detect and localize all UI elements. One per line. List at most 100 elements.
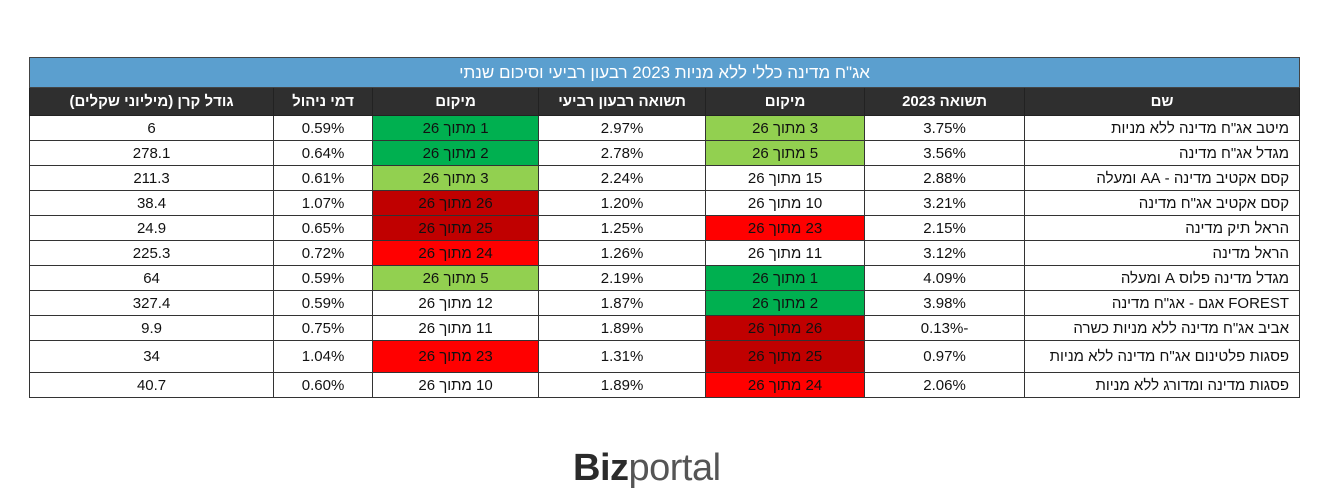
- col-header-return-q4: תשואה רבעון רביעי: [538, 87, 707, 116]
- rank-year: 3 מתוך 26: [705, 115, 866, 141]
- rank-year: 23 מתוך 26: [705, 215, 866, 241]
- fund-size: 38.4: [28, 190, 275, 216]
- fund-name: קסם אקטיב מדינה - AA ומעלה: [1024, 165, 1301, 191]
- fund-size: 40.7: [28, 372, 275, 398]
- management-fee: 0.59%: [273, 290, 374, 316]
- management-fee: 0.60%: [273, 372, 374, 398]
- return-2023: 4.09%: [864, 265, 1026, 291]
- rank-q4: 24 מתוך 26: [372, 240, 540, 266]
- fund-name: הראל מדינה: [1024, 240, 1301, 266]
- return-2023: 2.06%: [864, 372, 1026, 398]
- rank-q4: 10 מתוך 26: [372, 372, 540, 398]
- table-row: מגדל אג"ח מדינה 3.56% 5 מתוך 26 2.78% 2 מתוך…: [28, 140, 1301, 166]
- return-2023: 2.88%: [864, 165, 1026, 191]
- col-header-fee: דמי ניהול: [273, 87, 374, 116]
- table-row: מיטב אג"ח מדינה ללא מניות 3.75% 3 מתוך 26 2…: [28, 115, 1301, 141]
- rank-year: 25 מתוך 26: [705, 340, 866, 373]
- table-row: הראל תיק מדינה 2.15% 23 מתוך 26 1.25% 25 מתו…: [28, 215, 1301, 241]
- table-row: הראל מדינה 3.12% 11 מתוך 26 1.26% 24 מתוך 26…: [28, 240, 1301, 266]
- return-2023: 0.97%: [864, 340, 1026, 373]
- rank-q4: 26 מתוך 26: [372, 190, 540, 216]
- fund-size: 9.9: [28, 315, 275, 341]
- fund-name: הראל תיק מדינה: [1024, 215, 1301, 241]
- rank-year: 24 מתוך 26: [705, 372, 866, 398]
- fund-name: אביב אג"ח מדינה ללא מניות כשרה: [1024, 315, 1301, 341]
- rank-year: 5 מתוך 26: [705, 140, 866, 166]
- fund-size: 211.3: [28, 165, 275, 191]
- logo-text-bold: Biz: [573, 447, 629, 489]
- return-2023: 3.21%: [864, 190, 1026, 216]
- return-q4: 1.25%: [538, 215, 707, 241]
- return-q4: 2.97%: [538, 115, 707, 141]
- return-q4: 2.78%: [538, 140, 707, 166]
- management-fee: 1.04%: [273, 340, 374, 373]
- col-header-name: שם: [1024, 87, 1301, 116]
- fund-name: מגדל אג"ח מדינה: [1024, 140, 1301, 166]
- fund-name: מיטב אג"ח מדינה ללא מניות: [1024, 115, 1301, 141]
- header-row: שם תשואה 2023 מיקום תשואה רבעון רביעי מיקום ד…: [28, 87, 1301, 116]
- return-2023: 3.75%: [864, 115, 1026, 141]
- table-body: מיטב אג"ח מדינה ללא מניות 3.75% 3 מתוך 26 2…: [28, 115, 1301, 398]
- fund-name: פסגות מדינה ומדורג ללא מניות: [1024, 372, 1301, 398]
- return-q4: 2.24%: [538, 165, 707, 191]
- fund-name: מגדל מדינה פלוס A ומעלה: [1024, 265, 1301, 291]
- fund-table-container: אג"ח מדינה כללי ללא מניות 2023 רבעון רבי…: [28, 57, 1301, 398]
- table-row: פסגות מדינה ומדורג ללא מניות 2.06% 24 מתוך…: [28, 372, 1301, 398]
- rank-year: 2 מתוך 26: [705, 290, 866, 316]
- management-fee: 0.64%: [273, 140, 374, 166]
- logo-text-light: portal: [628, 447, 722, 489]
- col-header-fund-size: גודל קרן (מיליוני שקלים): [28, 87, 275, 116]
- table-row: קסם אקטיב מדינה - AA ומעלה 2.88% 15 מתוך 2…: [28, 165, 1301, 191]
- rank-year: 15 מתוך 26: [705, 165, 866, 191]
- return-q4: 1.87%: [538, 290, 707, 316]
- fund-size: 327.4: [28, 290, 275, 316]
- rank-q4: 12 מתוך 26: [372, 290, 540, 316]
- return-2023: 3.98%: [864, 290, 1026, 316]
- management-fee: 0.75%: [273, 315, 374, 341]
- management-fee: 1.07%: [273, 190, 374, 216]
- management-fee: 0.61%: [273, 165, 374, 191]
- table-row: מגדל מדינה פלוס A ומעלה 4.09% 1 מתוך 26 2.1…: [28, 265, 1301, 291]
- return-2023: 3.12%: [864, 240, 1026, 266]
- fund-size: 24.9: [28, 215, 275, 241]
- return-2023: -0.13%: [864, 315, 1026, 341]
- rank-q4: 2 מתוך 26: [372, 140, 540, 166]
- fund-size: 34: [28, 340, 275, 373]
- col-header-rank-year: מיקום: [705, 87, 866, 116]
- table-title: אג"ח מדינה כללי ללא מניות 2023 רבעון רבי…: [28, 57, 1301, 88]
- fund-size: 64: [28, 265, 275, 291]
- fund-name: קסם אקטיב אג"ח מדינה: [1024, 190, 1301, 216]
- table-row: פסגות פלטינום אג"ח מדינה ללא מניות 0.97% 2…: [28, 340, 1301, 373]
- bizportal-logo: Bizportal: [573, 448, 803, 488]
- rank-year: 10 מתוך 26: [705, 190, 866, 216]
- fund-table: אג"ח מדינה כללי ללא מניות 2023 רבעון רבי…: [28, 57, 1301, 398]
- return-q4: 1.89%: [538, 315, 707, 341]
- rank-q4: 25 מתוך 26: [372, 215, 540, 241]
- rank-q4: 11 מתוך 26: [372, 315, 540, 341]
- return-q4: 1.31%: [538, 340, 707, 373]
- return-2023: 3.56%: [864, 140, 1026, 166]
- rank-q4: 5 מתוך 26: [372, 265, 540, 291]
- management-fee: 0.59%: [273, 265, 374, 291]
- col-header-rank-q4: מיקום: [372, 87, 540, 116]
- management-fee: 0.65%: [273, 215, 374, 241]
- fund-size: 225.3: [28, 240, 275, 266]
- fund-name: פסגות פלטינום אג"ח מדינה ללא מניות: [1024, 340, 1301, 373]
- return-q4: 1.89%: [538, 372, 707, 398]
- fund-name: FOREST אגם - אג"ח מדינה: [1024, 290, 1301, 316]
- rank-year: 26 מתוך 26: [705, 315, 866, 341]
- rank-q4: 3 מתוך 26: [372, 165, 540, 191]
- rank-q4: 23 מתוך 26: [372, 340, 540, 373]
- rank-year: 1 מתוך 26: [705, 265, 866, 291]
- table-row: אביב אג"ח מדינה ללא מניות כשרה -0.13% 26 מ…: [28, 315, 1301, 341]
- table-row: קסם אקטיב אג"ח מדינה 3.21% 10 מתוך 26 1.20%…: [28, 190, 1301, 216]
- return-q4: 1.26%: [538, 240, 707, 266]
- fund-size: 6: [28, 115, 275, 141]
- return-q4: 2.19%: [538, 265, 707, 291]
- col-header-return-2023: תשואה 2023: [864, 87, 1026, 116]
- management-fee: 0.59%: [273, 115, 374, 141]
- rank-q4: 1 מתוך 26: [372, 115, 540, 141]
- rank-year: 11 מתוך 26: [705, 240, 866, 266]
- return-q4: 1.20%: [538, 190, 707, 216]
- management-fee: 0.72%: [273, 240, 374, 266]
